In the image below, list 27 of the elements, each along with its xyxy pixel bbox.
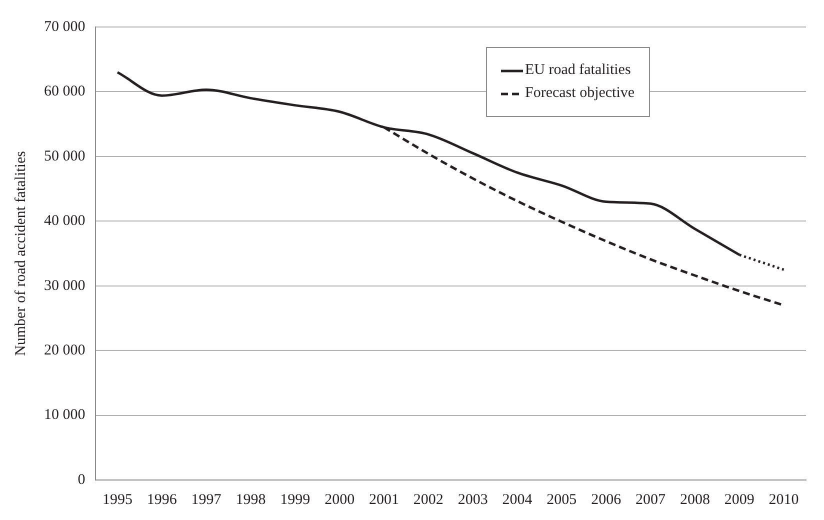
x-tick-label: 1995 <box>102 492 132 508</box>
x-tick-label: 2001 <box>368 492 399 508</box>
x-tick-label: 2007 <box>636 492 666 508</box>
x-tick-label: 2009 <box>724 492 754 508</box>
x-tick-label: 2003 <box>458 492 488 508</box>
x-tick-label: 2005 <box>546 492 577 508</box>
y-tick-label: 40 000 <box>44 213 86 230</box>
x-tick-label: 1996 <box>146 492 178 508</box>
y-tick-label: 70 000 <box>44 18 86 35</box>
y-tick-label: 50 000 <box>44 148 86 164</box>
x-tick-label: 2002 <box>413 492 444 508</box>
y-tick-label: 20 000 <box>44 342 86 359</box>
x-tick-label: 2006 <box>591 492 622 508</box>
x-tick-label: 1998 <box>236 492 266 508</box>
x-tick-label: 2008 <box>680 492 710 508</box>
x-tick-label: 2000 <box>324 492 355 508</box>
legend-label: Forecast objective <box>525 85 635 102</box>
x-tick-label: 1999 <box>280 492 310 508</box>
y-tick-label: 60 000 <box>44 84 86 100</box>
y-tick-label: 30 000 <box>44 278 86 294</box>
x-tick-label: 1997 <box>191 492 222 508</box>
y-tick-label: 0 <box>78 472 86 488</box>
x-tick-label: 2010 <box>768 492 799 508</box>
x-tick-label: 2004 <box>502 492 533 508</box>
y-axis-title: Number of road accident fatalities <box>12 150 29 356</box>
y-tick-label: 10 000 <box>44 407 86 424</box>
legend-label: EU road fatalities <box>525 62 631 79</box>
